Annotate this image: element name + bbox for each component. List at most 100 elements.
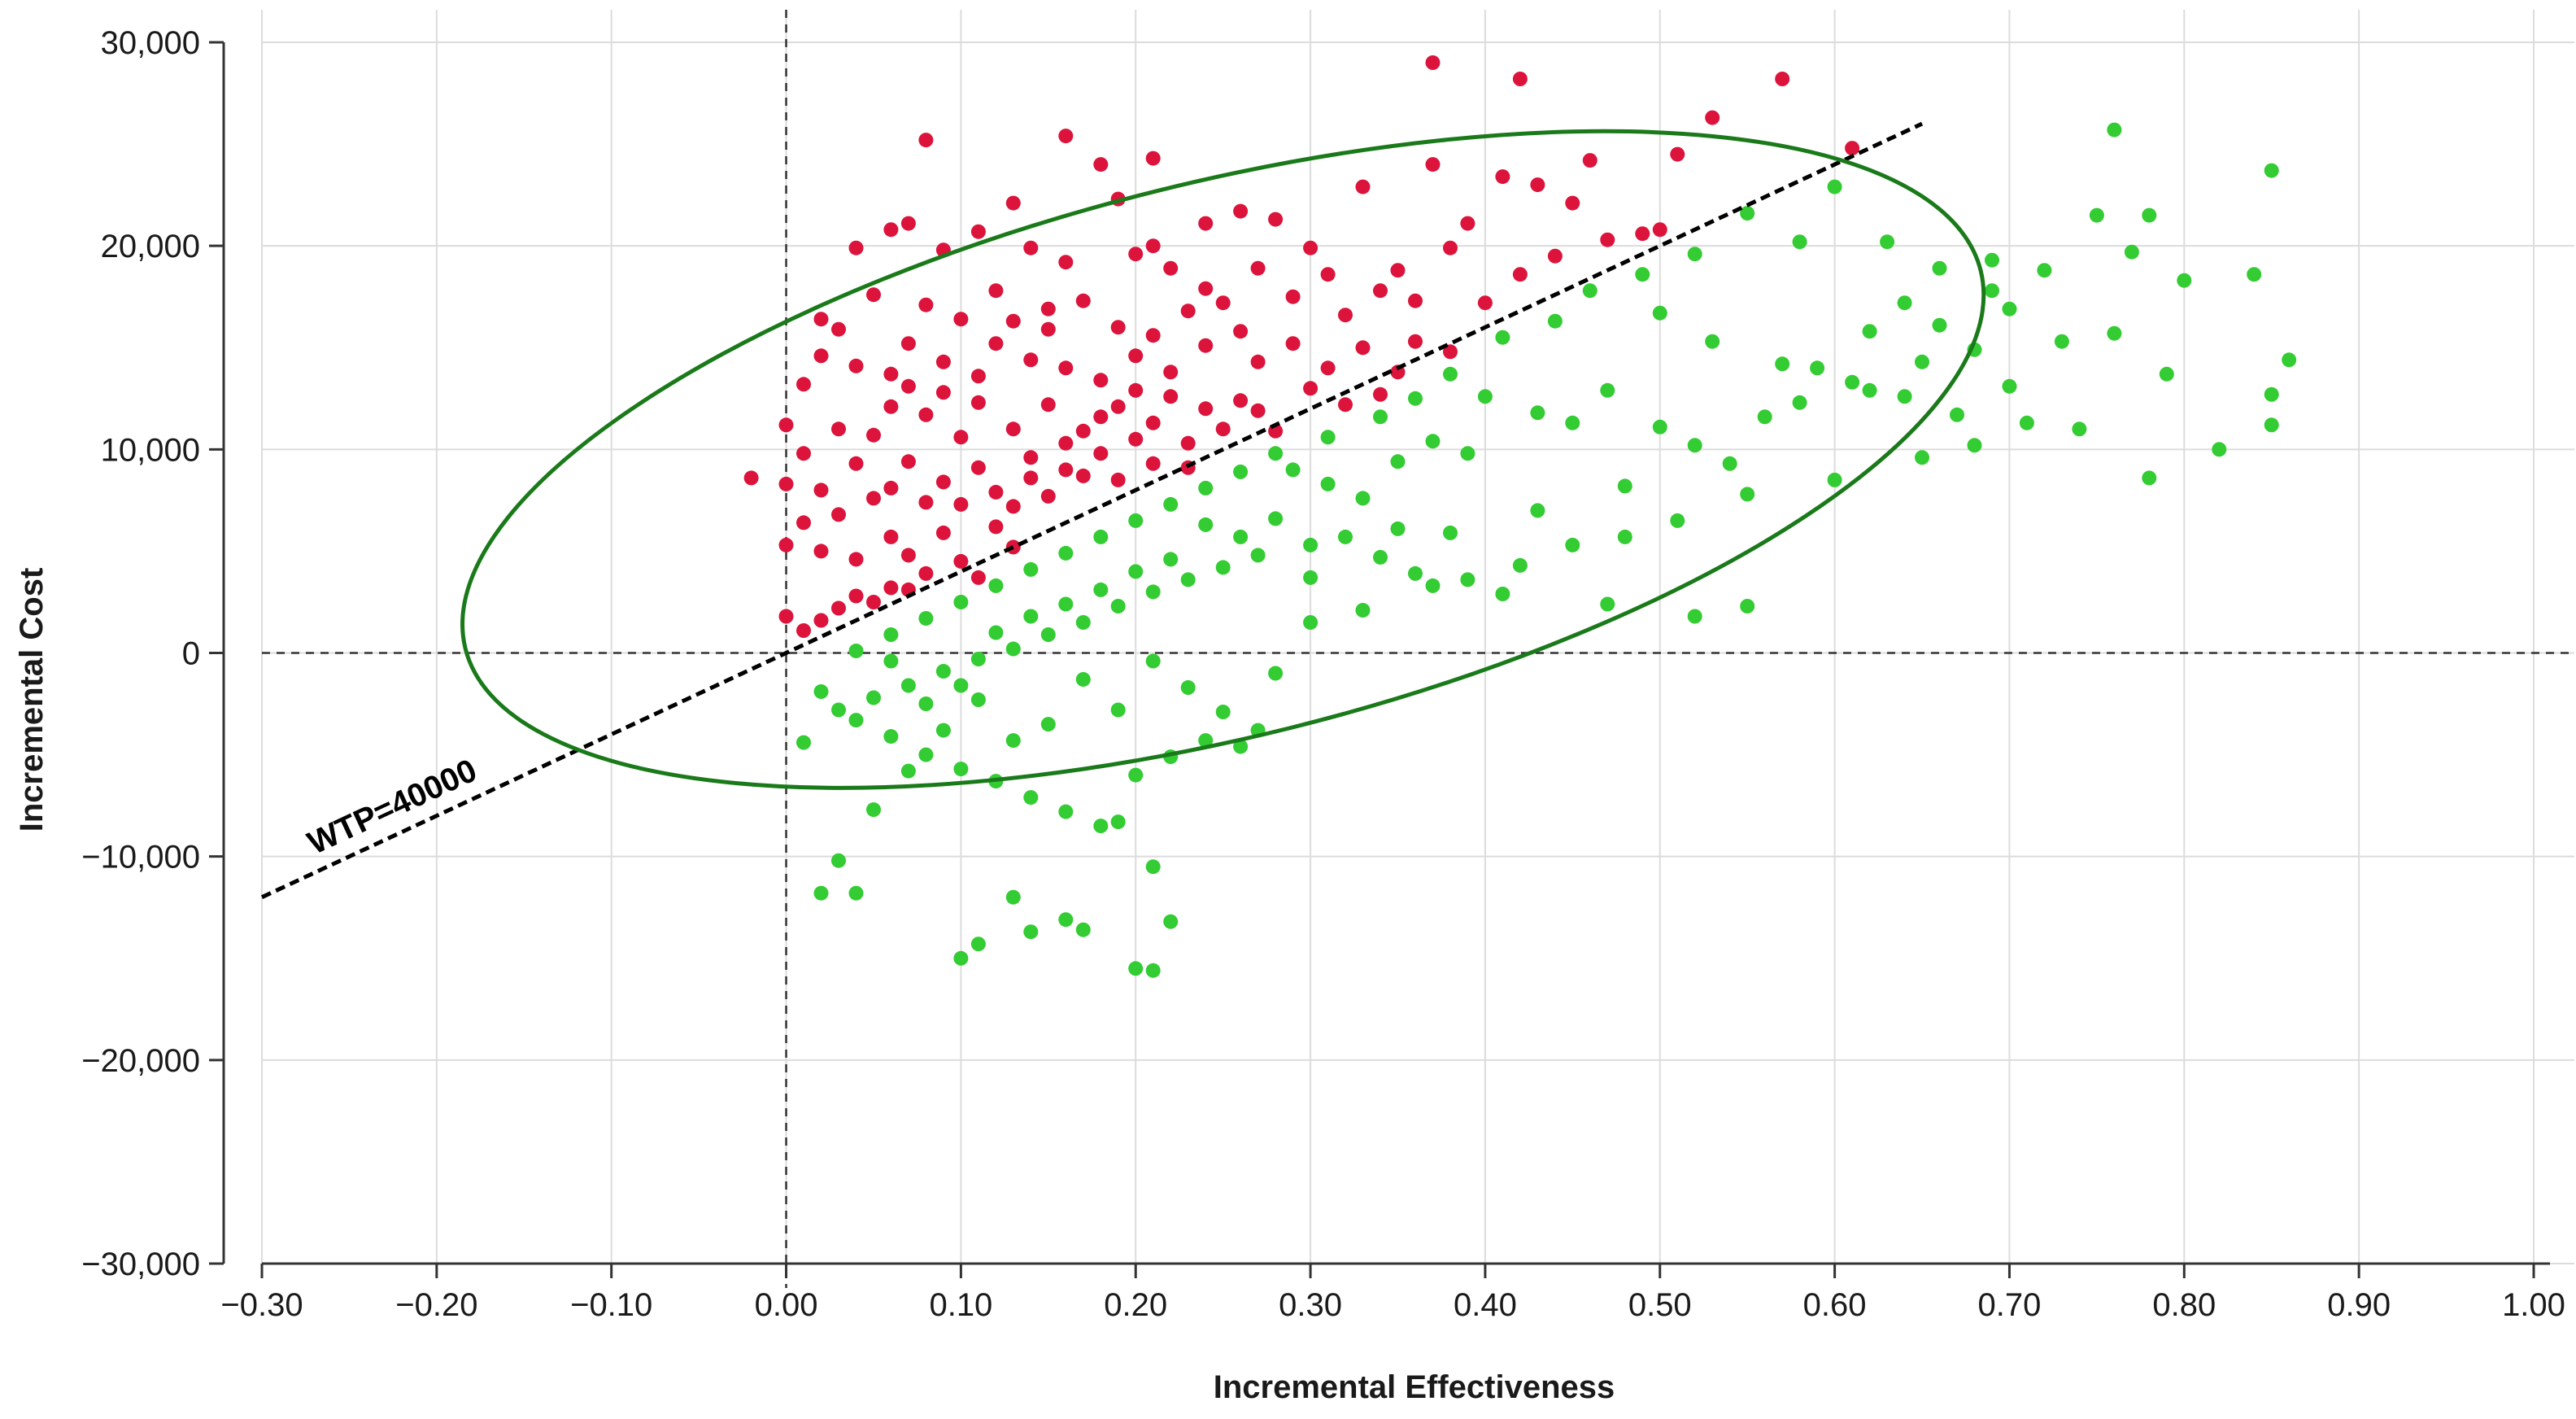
scatter-point xyxy=(935,525,951,540)
scatter-point xyxy=(900,548,916,563)
scatter-point xyxy=(831,421,846,437)
scatter-point xyxy=(1670,513,1685,528)
scatter-point xyxy=(1110,814,1126,830)
scatter-point xyxy=(970,224,986,239)
scatter-point xyxy=(883,529,899,544)
scatter-point xyxy=(1005,733,1021,749)
scatter-point xyxy=(1058,596,1074,612)
scatter-point xyxy=(1233,464,1249,479)
scatter-point xyxy=(1303,570,1319,585)
scatter-point xyxy=(1198,517,1214,532)
scatter-point xyxy=(1058,545,1074,561)
scatter-point xyxy=(1285,289,1301,304)
scatter-point xyxy=(1845,374,1860,390)
x-tick-label: 1.00 xyxy=(2502,1287,2565,1323)
x-tick-label: −0.30 xyxy=(220,1287,303,1323)
scatter-point xyxy=(935,723,951,738)
x-tick-label: 0.10 xyxy=(929,1287,992,1323)
scatter-point xyxy=(1040,397,1056,413)
scatter-point xyxy=(1495,330,1510,345)
scatter-point xyxy=(918,696,934,711)
scatter-point xyxy=(2142,470,2157,486)
scatter-point xyxy=(1110,399,1126,414)
y-axis-label: Incremental Cost xyxy=(14,568,50,832)
scatter-point xyxy=(918,565,934,581)
scatter-point xyxy=(1005,889,1021,905)
scatter-point xyxy=(1180,303,1196,319)
scatter-point xyxy=(1163,496,1179,512)
scatter-point xyxy=(953,950,969,966)
scatter-point xyxy=(970,460,986,475)
scatter-point xyxy=(1075,672,1091,687)
scatter-point xyxy=(796,515,811,530)
scatter-point xyxy=(866,427,881,443)
scatter-point xyxy=(1075,423,1091,439)
scatter-point xyxy=(883,729,899,744)
scatter-point xyxy=(778,537,794,552)
scatter-point xyxy=(1128,431,1144,447)
scatter-point xyxy=(1495,169,1510,185)
scatter-point xyxy=(813,885,829,901)
scatter-point xyxy=(1530,405,1545,421)
scatter-point xyxy=(1198,338,1214,353)
scatter-point xyxy=(1215,295,1231,311)
scatter-point xyxy=(1460,572,1475,587)
scatter-point xyxy=(935,385,951,400)
axes: −0.30 −0.20 −0.10 0.00 0.10 0.20 0.30 0.40 0.50 0… xyxy=(81,25,2565,1323)
scatter-point xyxy=(1460,216,1475,231)
scatter-point xyxy=(1547,313,1563,329)
scatter-point xyxy=(1180,435,1196,451)
scatter-point xyxy=(813,613,829,628)
y-tick-label: −10,000 xyxy=(81,840,200,875)
scatter-point xyxy=(1425,55,1441,70)
scatter-point xyxy=(953,762,969,777)
scatter-point xyxy=(935,474,951,490)
scatter-point xyxy=(1058,435,1074,451)
scatter-point xyxy=(1687,247,1702,262)
scatter-point xyxy=(1268,212,1284,227)
scatter-point xyxy=(1687,609,1702,624)
scatter-point xyxy=(1792,395,1807,410)
scatter-point xyxy=(1722,456,1737,471)
scatter-point xyxy=(1075,468,1091,483)
scatter-point xyxy=(1023,240,1039,255)
scatter-point xyxy=(2159,366,2174,382)
scatter-point xyxy=(2037,263,2052,278)
scatter-point xyxy=(1145,584,1161,600)
scatter-point xyxy=(831,321,846,337)
scatter-point xyxy=(988,519,1004,535)
scatter-point xyxy=(1950,407,1964,422)
scatter-point xyxy=(988,578,1004,593)
scatter-point xyxy=(1915,450,1929,465)
x-tick-label: −0.10 xyxy=(570,1287,652,1323)
scatter-point xyxy=(883,480,899,496)
scatter-point xyxy=(1268,446,1284,461)
scatter-point xyxy=(1338,308,1353,323)
scatter-point xyxy=(2264,417,2279,433)
scatter-point xyxy=(1058,255,1074,270)
scatter-point xyxy=(1845,141,1860,156)
scatter-point xyxy=(1198,480,1214,496)
scatter-point xyxy=(1128,767,1144,783)
scatter-point xyxy=(1005,641,1021,657)
scatter-point xyxy=(1740,487,1755,502)
scatter-point xyxy=(1827,472,1842,487)
scatter-point xyxy=(1233,203,1249,219)
scatter-point xyxy=(848,644,864,658)
scatter-point xyxy=(883,399,899,414)
scatter-point xyxy=(1145,456,1161,471)
wtp-line-label: WTP=40000 xyxy=(303,753,482,862)
x-tick-label: 0.20 xyxy=(1104,1287,1167,1323)
scatter-point xyxy=(831,507,846,522)
scatter-point xyxy=(1443,525,1458,540)
scatter-point xyxy=(1373,409,1388,425)
scatter-point xyxy=(1565,195,1580,211)
scatter-point xyxy=(1110,320,1126,335)
scatter-point xyxy=(2089,207,2104,223)
scatter-point xyxy=(1373,283,1388,299)
scatter-point xyxy=(1705,110,1720,125)
scatter-point xyxy=(848,240,864,255)
scatter-point xyxy=(1652,222,1667,238)
scatter-point xyxy=(1163,552,1179,567)
scatter-point xyxy=(883,580,899,596)
